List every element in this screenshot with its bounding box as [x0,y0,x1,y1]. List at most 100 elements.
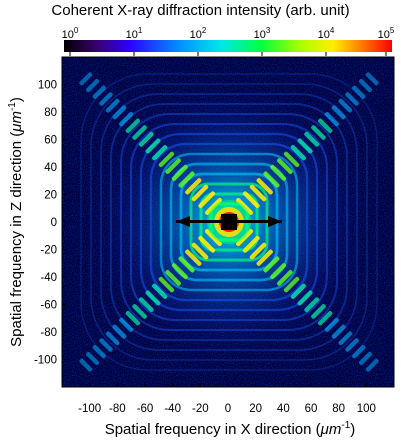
colorbar-tick-label: 100 [62,26,79,41]
streak-fringe [352,345,366,359]
streak-fringe [318,311,333,326]
y-tick-label: 100 [38,80,57,92]
colorbar-tick-label: 105 [378,26,395,41]
streak-fringe [165,270,181,286]
streak-fringe [256,249,273,266]
streak-fringe [358,351,372,365]
streak-fringe [236,197,254,215]
y-tick-label: 60 [44,135,57,147]
streak-fringe [331,324,346,339]
fringe-ring [100,93,358,351]
diffraction-image [62,57,394,387]
streak-fringe [345,338,359,352]
streak-fringe [99,338,113,352]
streak-fringe [152,283,168,299]
streak-fringe [204,197,222,215]
beamstop-tip-left [176,216,190,227]
streak-fringe [145,290,161,306]
streak-fringe [236,229,254,247]
x-axis-ticks: -100 -80 -60 -40 -20 0 20 40 60 80 100 [78,383,376,415]
streak-fringe [112,324,127,339]
streak-fringe [263,256,280,273]
streak-fringe [158,276,175,293]
streak-fringe [132,125,147,140]
fringe-ring [129,122,329,322]
y-tick-label: -100 [34,355,57,367]
streak-fringe [352,85,366,99]
fringe-ring [80,73,378,371]
streak-fringe [92,345,106,359]
streak-fringe [290,145,306,161]
streak-fringe [158,151,175,168]
streak-fringe [242,235,260,253]
streak-fringe [249,242,267,260]
streak-fringe [304,297,320,313]
x-tick-label: 100 [357,403,376,415]
streak-fringe [318,118,333,133]
streak-fringe [256,178,273,195]
fringe-ring [110,103,348,341]
streak-fringe [297,138,313,154]
streak-fringe [86,79,100,93]
streak-fringe [178,171,195,188]
streak-fringe [338,98,353,113]
streak-fringe [79,72,93,86]
x-tick-label: 40 [277,403,290,415]
y-tick-label: -20 [40,245,57,257]
streak-fringe [304,131,320,147]
diagonal-streaks [79,72,379,372]
streak-fringe [86,351,100,365]
streak-fringe [263,171,280,188]
streak-fringe [358,79,372,93]
y-tick-label: 0 [51,217,57,229]
streak-fringe [283,276,300,293]
streak-fringe [171,263,188,280]
streak-fringe [242,191,260,209]
streak-fringe [145,138,161,154]
streak-fringe [270,164,287,181]
fringe-ring [139,132,319,312]
streak-fringe [79,358,93,372]
streak-fringe [92,85,106,99]
y-tick-label: -80 [40,327,57,339]
y-tick-label: -60 [40,300,57,312]
y-tick-label: -40 [40,272,57,284]
figure-title: Coherent X-ray diffraction intensity (ar… [51,2,350,19]
streak-fringe [324,317,339,332]
y-tick-label: 40 [44,162,57,174]
streak-fringe [270,263,287,280]
streak-fringe [125,311,140,326]
streak-fringe [119,317,134,332]
streak-fringe [198,191,216,209]
fringe-ring [159,152,299,292]
streak-fringe [345,92,359,106]
x-tick-label: 0 [225,403,231,415]
concentric-fringes [80,73,378,371]
x-tick-label: -60 [137,403,154,415]
fringe-ring [120,113,338,331]
streak-fringe [185,178,202,195]
streak-fringe [277,270,293,286]
streak-fringe [365,72,379,86]
colorbar: 100 101 102 103 104 105 [62,26,395,56]
beamstop-tip-right [268,216,282,227]
x-tick-label: -80 [109,403,126,415]
streak-fringe [290,283,306,299]
colorbar-gradient [64,40,392,52]
colorbar-tick-label: 103 [254,26,271,41]
colorbar-tick-label: 104 [318,26,335,41]
streak-fringe [132,304,147,319]
streak-fringe [152,145,168,161]
streak-fringe [283,151,300,168]
x-tick-label: 60 [305,403,318,415]
fringe-ring [149,142,309,302]
streak-fringe [311,304,326,319]
streak-fringe [185,249,202,266]
x-tick-label: -20 [192,403,209,415]
streak-fringe [99,92,113,106]
streak-fringe [178,256,195,273]
streak-fringe [324,112,339,127]
streak-fringe [105,331,120,346]
streak-fringe [119,112,134,127]
